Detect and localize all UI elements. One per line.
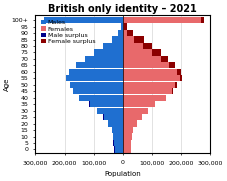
Bar xyxy=(114,146,115,153)
Bar xyxy=(123,101,155,107)
Title: British only identity – 2021: British only identity – 2021 xyxy=(48,4,197,14)
Bar xyxy=(169,62,175,68)
Bar xyxy=(123,133,132,140)
Bar xyxy=(114,140,123,146)
Bar xyxy=(123,17,204,23)
Legend: Males, Females, Male surplus, Female surplus: Males, Females, Male surplus, Female sur… xyxy=(40,19,96,45)
X-axis label: Population: Population xyxy=(104,171,141,177)
Bar xyxy=(103,43,123,49)
Bar xyxy=(123,127,133,133)
Bar xyxy=(79,95,123,101)
Bar xyxy=(94,49,123,56)
Bar xyxy=(175,82,177,88)
Bar xyxy=(123,49,161,56)
Bar xyxy=(121,24,123,30)
Bar xyxy=(123,95,166,101)
Bar xyxy=(114,146,123,153)
Bar xyxy=(44,17,123,23)
Bar xyxy=(73,88,123,94)
Bar xyxy=(123,36,144,43)
Bar xyxy=(113,133,123,140)
Bar xyxy=(96,108,97,114)
Bar xyxy=(201,17,204,23)
Bar xyxy=(69,69,123,75)
Bar xyxy=(108,121,123,127)
Bar xyxy=(123,75,183,81)
Bar xyxy=(103,114,123,120)
Bar xyxy=(123,114,142,120)
Bar xyxy=(134,36,144,43)
Bar xyxy=(123,108,148,114)
Bar xyxy=(180,75,183,81)
Bar xyxy=(123,62,175,68)
Bar xyxy=(123,69,181,75)
Bar xyxy=(112,127,123,133)
Y-axis label: Age: Age xyxy=(4,77,10,91)
Bar xyxy=(70,82,123,88)
Bar xyxy=(143,43,152,49)
Bar xyxy=(112,36,123,43)
Bar xyxy=(123,88,173,94)
Bar xyxy=(123,82,177,88)
Bar xyxy=(127,30,133,36)
Bar xyxy=(152,49,161,56)
Bar xyxy=(161,56,168,62)
Bar xyxy=(123,140,131,146)
Bar xyxy=(123,43,152,49)
Bar xyxy=(103,114,104,120)
Bar xyxy=(123,30,133,36)
Bar xyxy=(177,69,181,75)
Bar xyxy=(123,24,127,30)
Bar xyxy=(123,56,168,62)
Bar xyxy=(118,30,123,36)
Bar xyxy=(123,121,137,127)
Bar xyxy=(85,56,123,62)
Bar xyxy=(124,24,127,30)
Bar xyxy=(123,146,131,153)
Bar xyxy=(89,101,123,107)
Bar xyxy=(89,101,90,107)
Bar xyxy=(66,75,123,81)
Bar xyxy=(172,88,173,94)
Bar xyxy=(76,62,123,68)
Bar xyxy=(96,108,123,114)
